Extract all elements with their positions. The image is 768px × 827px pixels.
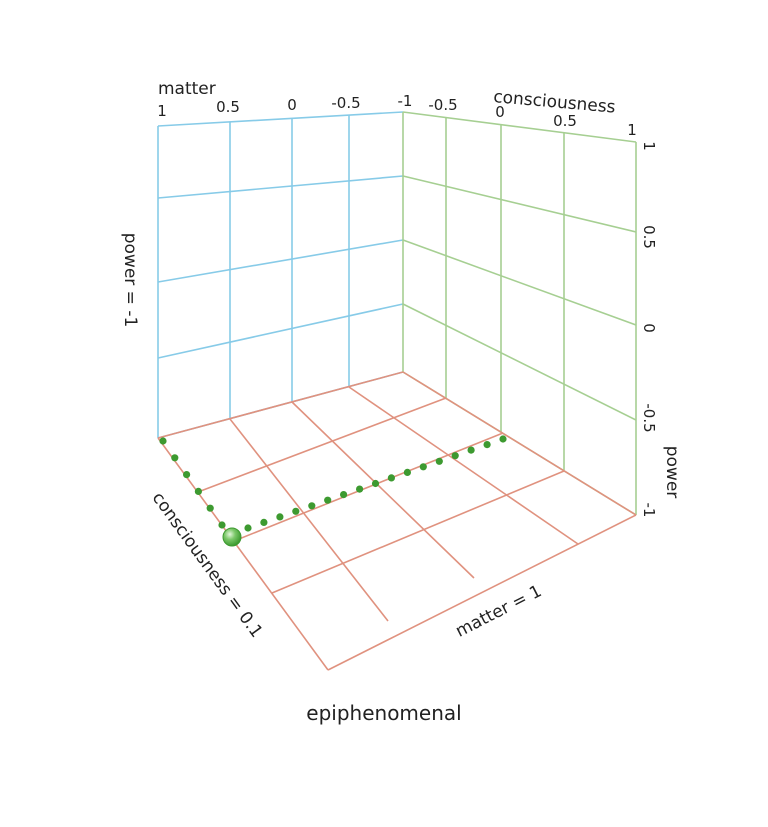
trajectory-dot xyxy=(356,485,364,493)
state-marker xyxy=(222,527,242,547)
power-axis-title: power xyxy=(662,446,682,499)
back-wall-grid xyxy=(157,111,404,439)
matter-tick: -1 xyxy=(398,92,413,110)
trajectory-dot xyxy=(194,487,202,495)
power-tick: 0.5 xyxy=(640,225,658,249)
trajectory-dot xyxy=(467,446,475,454)
floor-front-edge xyxy=(327,514,637,671)
consciousness-tick: 1 xyxy=(627,121,637,139)
back-wall-top-edge xyxy=(157,111,404,127)
floor-gridline xyxy=(348,386,579,545)
matter-tick: 0 xyxy=(287,96,297,114)
trajectory-dot xyxy=(340,491,348,499)
trajectory-dot xyxy=(451,452,459,460)
trajectory-dot xyxy=(403,468,411,476)
matter-tick: 1 xyxy=(157,102,167,120)
trajectory-dot xyxy=(387,474,395,482)
side-wall-gridline xyxy=(402,175,637,233)
power-tick: 0 xyxy=(640,323,658,333)
matter-edge-label: matter = 1 xyxy=(452,581,545,641)
power-ticks: 1 0.5 0 -0.5 -1 xyxy=(640,141,658,517)
matter-tick: 0.5 xyxy=(216,98,240,116)
power-tick: -1 xyxy=(640,503,658,518)
floor-gridline xyxy=(229,418,389,622)
trajectory-dot xyxy=(483,441,491,449)
back-wall-gridline xyxy=(157,175,404,199)
floor-right-edge xyxy=(402,371,637,516)
trajectory-dot xyxy=(324,496,332,504)
side-wall-gridline xyxy=(402,239,637,326)
consciousness-tick: 0 xyxy=(495,103,505,121)
diagram-caption: epiphenomenal xyxy=(306,701,461,725)
floor-gridline xyxy=(197,397,447,493)
back-wall-ticks: 1 0.5 0 -0.5 -1 xyxy=(157,92,412,120)
consciousness-edge-label: consciousness = 0.1 xyxy=(148,489,267,642)
trajectory-dot xyxy=(244,524,252,532)
trajectory-dot xyxy=(276,513,284,521)
floor-gridline xyxy=(233,432,504,542)
trajectory-dot xyxy=(218,521,226,529)
floor-grid xyxy=(157,371,637,671)
consciousness-tick: 0.5 xyxy=(553,112,577,130)
trajectory-dot xyxy=(371,479,380,488)
back-wall-axis-title: matter xyxy=(158,79,216,99)
trajectory-dot xyxy=(171,454,179,462)
trajectory-dot xyxy=(206,504,214,512)
power-tick: 1 xyxy=(640,141,658,151)
consciousness-tick: -0.5 xyxy=(428,96,457,114)
power-tick: -0.5 xyxy=(640,403,658,432)
trajectory xyxy=(159,435,507,547)
trajectory-dot xyxy=(183,471,191,479)
matter-tick: -0.5 xyxy=(331,94,360,112)
trajectory-dot xyxy=(260,518,268,527)
floor-gridline xyxy=(291,401,475,579)
trajectory-dots-across-floor xyxy=(244,435,507,532)
back-wall-gridline xyxy=(157,303,404,359)
trajectory-dot xyxy=(159,437,167,445)
floor-back-edge xyxy=(157,371,404,439)
side-wall-ticks: -0.5 0 0.5 1 xyxy=(428,96,636,139)
trajectory-dot xyxy=(435,457,443,465)
trajectory-dot xyxy=(292,507,300,515)
side-wall-top-edge xyxy=(402,111,637,143)
floor-gridline xyxy=(271,470,565,594)
trajectory-dots-left-edge xyxy=(159,437,226,529)
trajectory-dot xyxy=(308,502,316,510)
side-wall-gridline xyxy=(402,303,637,421)
trajectory-dot xyxy=(499,435,507,443)
power-minus-one-label: power = -1 xyxy=(120,233,140,328)
side-wall-grid xyxy=(402,111,637,516)
trajectory-dot xyxy=(419,463,427,471)
back-wall-gridline xyxy=(157,239,404,283)
